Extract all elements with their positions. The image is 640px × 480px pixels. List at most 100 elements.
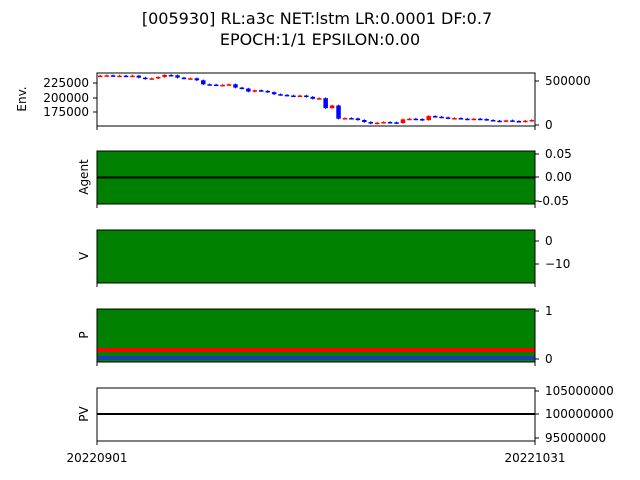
p-ytick-label: 0: [545, 352, 553, 366]
candle-body: [394, 122, 399, 124]
xtick-label-end: 20221031: [504, 451, 565, 465]
candle-body: [381, 122, 386, 124]
candle-body: [374, 122, 380, 125]
agent-ytick-label: 0.00: [545, 170, 572, 184]
candle-body: [130, 75, 135, 78]
p-panel: P 1 0: [77, 304, 553, 366]
env-ytick-label: 175000: [43, 105, 89, 119]
agent-panel: Agent 0.05 0.00 -0.05: [77, 147, 572, 208]
v-ylabel: V: [77, 251, 91, 260]
candle-body: [400, 119, 406, 124]
env-y2tick-label: 0: [545, 118, 553, 132]
candle-body: [420, 119, 425, 121]
candle-body: [271, 92, 277, 95]
candle-body: [97, 75, 103, 78]
candle-body: [291, 95, 296, 98]
candle-body: [342, 118, 348, 120]
candle-body: [284, 94, 290, 97]
candle-body: [123, 75, 129, 78]
candle-body: [452, 118, 457, 120]
env-yticks-right: 500000 0: [535, 74, 591, 132]
pv-ytick-label: 95000000: [545, 431, 606, 445]
pv-yticks-right: 105000000 100000000 95000000: [535, 384, 614, 445]
candle-body: [407, 118, 412, 121]
candle-body: [316, 98, 322, 100]
candle-body: [226, 84, 232, 86]
p-blue-band: [97, 356, 535, 360]
v-ytick-label: 0: [545, 234, 553, 248]
candle-body: [149, 78, 155, 80]
candle-body: [355, 118, 361, 121]
candle-body: [110, 75, 116, 77]
candle-body: [465, 118, 470, 121]
candle-body: [239, 87, 245, 90]
candle-body: [136, 75, 142, 78]
candle-body: [387, 122, 393, 124]
candle-body: [207, 84, 212, 86]
pv-ytick-label: 100000000: [545, 407, 614, 421]
candle-body: [458, 118, 464, 120]
candle-body: [471, 118, 477, 121]
candle-body: [426, 116, 431, 121]
candle-body: [490, 120, 496, 122]
candle-body: [432, 116, 438, 118]
candle-body: [349, 118, 354, 120]
p-red-band: [97, 348, 535, 352]
candle-body: [258, 90, 264, 92]
p-ylabel: P: [77, 331, 91, 338]
candle-body: [175, 75, 180, 78]
v-area: [97, 230, 535, 283]
candle-body: [181, 77, 187, 80]
candle-body: [510, 120, 515, 122]
candle-body: [329, 105, 335, 109]
pv-ylabel: PV: [77, 405, 91, 421]
candle-body: [168, 74, 174, 77]
candle-body: [220, 84, 225, 87]
candle-body: [155, 76, 161, 79]
agent-ylabel: Agent: [77, 159, 91, 195]
candle-body: [439, 116, 444, 119]
env-ytick-label: 200000: [43, 91, 89, 105]
candle-body: [413, 118, 419, 121]
candle-body: [323, 98, 328, 109]
candle-body: [362, 120, 367, 123]
agent-ytick-label: 0.05: [545, 147, 572, 161]
env-y2tick-label: 500000: [545, 74, 591, 88]
env-yticks-left: 225000 200000 175000: [43, 76, 97, 119]
candle-body: [304, 95, 309, 98]
candle-body: [516, 121, 522, 123]
candle-body: [194, 78, 200, 81]
agent-ytick-label: -0.05: [538, 194, 569, 208]
candle-body: [233, 84, 238, 88]
candle-body: [201, 80, 206, 85]
env-ytick-label: 225000: [43, 76, 89, 90]
candle-body: [368, 122, 374, 124]
candle-body: [265, 90, 270, 93]
v-ytick-label: −10: [545, 257, 570, 271]
chart-title-line1: [005930] RL:a3c NET:lstm LR:0.0001 DF:0.…: [142, 9, 492, 28]
candle-body: [336, 105, 341, 119]
v-panel: V 0 −10: [77, 229, 570, 284]
candle-body: [497, 120, 502, 123]
candle-body: [246, 88, 251, 92]
candle-body: [503, 120, 509, 122]
candle-body: [484, 119, 489, 121]
env-plot-frame: [96, 72, 536, 127]
candle-body: [477, 118, 483, 121]
candle-body: [445, 117, 451, 119]
pv-ytick-label: 105000000: [545, 384, 614, 398]
v-plot-frame: [96, 229, 536, 284]
p-area: [97, 309, 535, 362]
candle-body: [278, 94, 283, 96]
env-ylabel: Env.: [15, 86, 29, 111]
candle-body: [162, 74, 167, 77]
agent-yticks-right: 0.05 0.00 -0.05: [535, 147, 572, 208]
candle-body: [117, 75, 122, 78]
candle-body: [523, 120, 528, 123]
candle-body: [104, 75, 109, 77]
xtick-label-start: 20220901: [66, 451, 127, 465]
candle-body: [252, 90, 258, 92]
candle-body: [213, 84, 219, 87]
p-plot-frame: [96, 308, 536, 363]
